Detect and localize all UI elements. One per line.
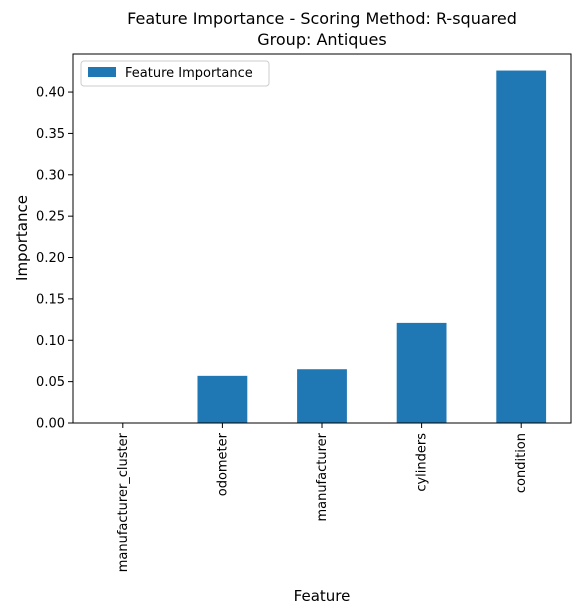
x-tick-label: manufacturer [315, 432, 330, 521]
y-axis-label: Importance [13, 195, 31, 281]
bar-condition [496, 70, 547, 423]
legend-box [80, 60, 270, 87]
chart-title: Feature Importance - Scoring Method: R-s… [127, 9, 517, 28]
y-tick-label: 0.10 [36, 334, 65, 349]
chart-subtitle: Group: Antiques [257, 30, 386, 49]
x-axis-ticks: manufacturer_cluster odometer manufacturer… [116, 423, 529, 572]
x-axis-label: Feature [294, 587, 351, 605]
y-tick-label: 0.25 [36, 210, 65, 225]
x-tick-label: manufacturer_cluster [116, 432, 131, 572]
legend: Feature Importance [80, 60, 270, 87]
legend-swatch [88, 67, 116, 77]
y-tick-label: 0.05 [36, 375, 65, 390]
y-axis-ticks: 0.00 0.05 0.10 0.15 0.20 0.25 0.30 0.35 0.40 [36, 86, 73, 432]
y-tick-label: 0.30 [36, 168, 65, 183]
bars-group [197, 70, 547, 423]
x-tick-label: cylinders [415, 433, 430, 492]
y-tick-label: 0.40 [36, 86, 65, 101]
bar-odometer [197, 375, 248, 423]
y-tick-label: 0.35 [36, 127, 65, 142]
x-tick-label: odometer [215, 432, 230, 496]
bar-cylinders [396, 322, 447, 423]
legend-label: Feature Importance [125, 66, 253, 81]
y-tick-label: 0.00 [36, 417, 65, 432]
y-tick-label: 0.20 [36, 251, 65, 266]
y-tick-label: 0.15 [36, 292, 65, 307]
x-tick-label: condition [514, 433, 529, 493]
bar-manufacturer [297, 369, 347, 423]
plot-frame [72, 53, 572, 424]
